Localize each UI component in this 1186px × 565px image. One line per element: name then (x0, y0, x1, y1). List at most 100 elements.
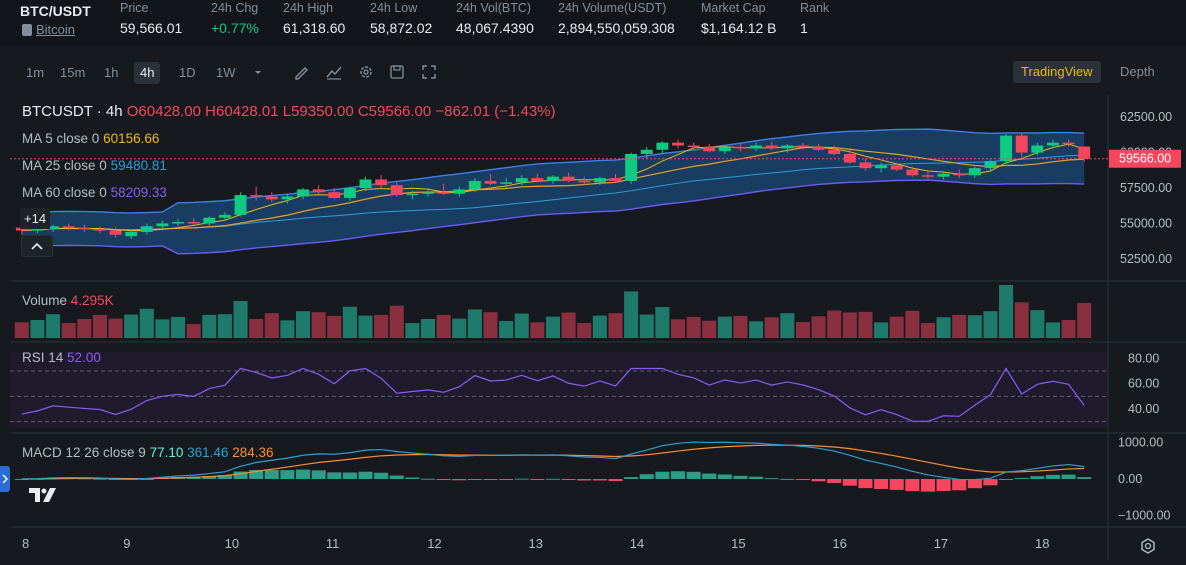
chart-settings-button[interactable] (1138, 536, 1158, 559)
candle-body[interactable] (47, 226, 59, 230)
stat-value: 48,067.4390 (456, 20, 534, 36)
candle-body[interactable] (937, 173, 950, 177)
candle-body[interactable] (1078, 146, 1091, 159)
candle-body[interactable] (312, 189, 325, 193)
indicator-chart-icon[interactable] (325, 63, 343, 81)
candle-body[interactable] (828, 149, 841, 154)
candle-body[interactable] (1047, 142, 1059, 146)
candle-body[interactable] (328, 192, 341, 198)
candle-body[interactable] (62, 226, 75, 228)
candle-body[interactable] (484, 180, 497, 184)
candle-body[interactable] (250, 195, 263, 197)
candle-body[interactable] (406, 193, 419, 196)
candle-body[interactable] (140, 226, 153, 232)
candle-body[interactable] (375, 179, 388, 186)
legend-ma5[interactable]: MA 5 close 0 60156.66 (22, 131, 159, 146)
candle-body[interactable] (218, 214, 231, 218)
candle-body[interactable] (437, 192, 450, 194)
candle-body[interactable] (953, 173, 966, 176)
timeframe-15m[interactable]: 15m (60, 65, 86, 80)
pair-title[interactable]: BTC/USDT (20, 3, 91, 19)
candle-body[interactable] (203, 217, 216, 224)
candle-body[interactable] (93, 229, 106, 231)
volume-bar (202, 314, 217, 338)
candle-body[interactable] (906, 169, 919, 176)
candle-body[interactable] (812, 146, 825, 150)
chevron-down-icon[interactable] (249, 63, 267, 81)
timeframe-1W[interactable]: 1W (216, 65, 236, 80)
draw-pen-icon[interactable] (293, 63, 311, 81)
candle-body[interactable] (156, 223, 169, 227)
candle-body[interactable] (109, 230, 122, 235)
candle-body[interactable] (343, 188, 356, 198)
candle-body[interactable] (750, 145, 763, 149)
timeframe-1h[interactable]: 1h (104, 65, 119, 80)
candle-body[interactable] (781, 145, 794, 149)
candle-body[interactable] (1062, 142, 1075, 145)
side-panel-toggle[interactable] (0, 466, 10, 492)
candle-body[interactable] (797, 145, 809, 148)
candle-body[interactable] (78, 227, 91, 230)
candle-body[interactable] (890, 165, 903, 170)
legend-ma25[interactable]: MA 25 close 0 59480.81 (22, 158, 167, 173)
candle-body[interactable] (265, 196, 278, 200)
candle-body[interactable] (968, 168, 981, 176)
tradingview-toggle[interactable]: TradingView (1013, 61, 1101, 83)
candle-body[interactable] (859, 162, 872, 169)
macd-histogram-bar (749, 476, 764, 479)
candle-body[interactable] (422, 192, 434, 194)
candle-body[interactable] (609, 178, 622, 181)
depth-toggle[interactable]: Depth (1120, 64, 1155, 79)
candle-body[interactable] (672, 142, 684, 146)
candle-body[interactable] (1031, 145, 1044, 153)
candle-body[interactable] (922, 175, 934, 177)
candle-body[interactable] (531, 178, 544, 181)
gear-icon[interactable] (357, 63, 375, 81)
candle-body[interactable] (578, 180, 591, 183)
timeframe-1D[interactable]: 1D (179, 65, 196, 80)
candle-body[interactable] (390, 185, 403, 196)
chart-area[interactable]: 62500.0060000.0057500.0055000.0052500.00… (10, 95, 1186, 560)
candle-body[interactable] (125, 231, 138, 237)
coin-link[interactable]: Bitcoin (22, 22, 75, 37)
candle-body[interactable] (297, 189, 309, 197)
timeframe-4h[interactable]: 4h (134, 62, 161, 84)
candle-body[interactable] (468, 180, 481, 190)
candle-body[interactable] (31, 229, 44, 231)
candle-body[interactable] (703, 146, 716, 152)
candle-body[interactable] (765, 145, 778, 149)
candle-body[interactable] (515, 178, 528, 183)
candle-body[interactable] (734, 146, 747, 149)
candle-body[interactable] (547, 176, 559, 181)
legend-ohlc: BTCUSDT · 4h O60428.00 H60428.01 L59350.… (22, 103, 556, 120)
save-icon[interactable] (388, 63, 406, 81)
coin-name[interactable]: Bitcoin (36, 22, 76, 37)
candle-body[interactable] (234, 195, 247, 215)
timeframe-1m[interactable]: 1m (26, 65, 45, 80)
candle-body[interactable] (500, 182, 513, 184)
candle-body[interactable] (984, 161, 997, 169)
candle-body[interactable] (625, 154, 638, 181)
candle-body[interactable] (453, 189, 466, 194)
candle-body[interactable] (687, 145, 700, 148)
candle-body[interactable] (656, 142, 669, 150)
candle-body[interactable] (359, 179, 372, 189)
candle-body[interactable] (1000, 135, 1013, 162)
candle-body[interactable] (15, 227, 28, 231)
candle-body[interactable] (640, 149, 653, 154)
candle-body[interactable] (562, 176, 575, 181)
candle-body[interactable] (187, 222, 200, 224)
legend-ma60[interactable]: MA 60 close 0 58209.33 (22, 185, 167, 200)
candle-body[interactable] (593, 178, 606, 183)
candle-body[interactable] (1015, 135, 1028, 153)
candle-body[interactable] (875, 165, 888, 169)
candle-body[interactable] (718, 146, 731, 152)
price-chart-svg[interactable]: 62500.0060000.0057500.0055000.0052500.00… (10, 95, 1186, 560)
macd-histogram-bar (186, 476, 201, 479)
fullscreen-icon[interactable] (420, 63, 438, 81)
more-indicators-button[interactable]: +14 (20, 208, 51, 229)
candle-body[interactable] (843, 154, 856, 163)
collapse-legend-button[interactable] (21, 235, 53, 257)
candle-body[interactable] (281, 196, 294, 200)
candle-body[interactable] (172, 222, 184, 224)
